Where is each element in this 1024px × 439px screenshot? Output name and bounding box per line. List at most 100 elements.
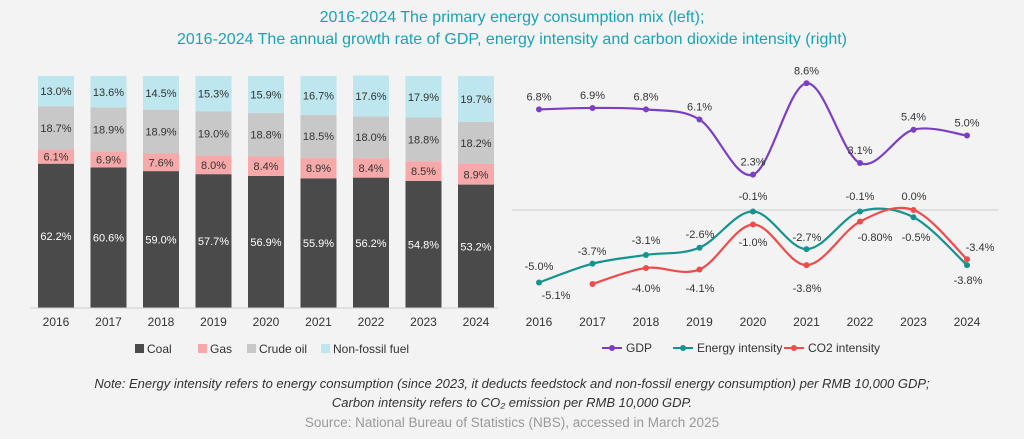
legend-label-nonfossil: Non-fossil fuel	[333, 342, 409, 356]
bar-gas-2024	[458, 163, 494, 185]
label-nonfossil-2016: 13.0%	[40, 86, 71, 98]
bar-oil-2018	[143, 109, 179, 154]
label-gas-2016: 6.1%	[43, 152, 68, 164]
label-oil-2021: 18.5%	[303, 131, 334, 143]
bar-gas-2022	[353, 158, 389, 178]
point-energy-2020	[750, 208, 756, 215]
legend-label-coal: Coal	[147, 342, 172, 356]
point-co2-2017	[589, 280, 596, 287]
line-gdp	[538, 82, 968, 176]
x-tick-right-2020: 2020	[740, 315, 767, 329]
label-coal-2017: 60.6%	[93, 233, 124, 245]
label-nonfossil-2021: 16.7%	[303, 90, 334, 102]
line-co2	[592, 206, 968, 286]
bar-gas-2021	[300, 157, 337, 179]
legend-swatch-nonfossil	[321, 344, 330, 353]
bar-nonfossil-2022	[353, 75, 389, 117]
label-oil-2018: 18.9%	[145, 127, 176, 139]
point-co2-2023	[910, 207, 917, 213]
label-gdp-2018: 6.8%	[633, 91, 658, 103]
label-gas-2023: 8.5%	[411, 166, 436, 178]
x-tick-2018: 2018	[148, 315, 175, 329]
label-coal-2024: 53.2%	[460, 241, 491, 253]
label-energy-2016: -5.0%	[525, 261, 554, 273]
x-tick-right-2017: 2017	[579, 315, 606, 329]
label-nonfossil-2018: 14.5%	[145, 88, 176, 100]
label-coal-2021: 55.9%	[303, 238, 334, 250]
label-gdp-2022: 3.1%	[847, 145, 872, 157]
x-tick-2016: 2016	[43, 315, 70, 329]
x-tick-2023: 2023	[410, 315, 437, 329]
bar-gas-2018	[143, 153, 179, 172]
x-tick-right-2022: 2022	[847, 315, 874, 329]
point-gdp-2024	[964, 132, 970, 139]
chart-title-line2: 2016-2024 The annual growth rate of GDP,…	[176, 31, 848, 48]
label-gdp-2019: 6.1%	[687, 102, 712, 114]
legend-label-gas: Gas	[210, 342, 232, 356]
label-oil-2024: 18.2%	[460, 138, 491, 150]
note-line2: Carbon intensity refers to CO₂ emission …	[331, 395, 693, 410]
label-gas-2017: 6.9%	[96, 154, 121, 166]
bar-oil-2024	[458, 121, 494, 164]
label-energy-2024: -3.8%	[954, 275, 983, 287]
label-co2-2022: -0.80%	[858, 232, 893, 244]
bar-gas-2017	[90, 151, 127, 168]
label-co2-2018: -4.0%	[632, 283, 661, 295]
legend-marker-energy	[680, 345, 686, 351]
bar-gas-2016	[38, 149, 74, 164]
label-gdp-2023: 5.4%	[901, 112, 926, 124]
bar-coal-2020	[248, 175, 284, 308]
point-co2-2024	[964, 256, 970, 263]
label-co2-2021: -3.8%	[793, 283, 822, 295]
x-tick-2017: 2017	[95, 315, 122, 329]
point-energy-2021	[803, 246, 810, 253]
legend-swatch-coal	[135, 344, 144, 353]
label-coal-2022: 56.2%	[355, 238, 386, 250]
x-tick-2021: 2021	[305, 315, 332, 329]
point-gdp-2016	[536, 106, 542, 113]
bar-nonfossil-2016	[38, 76, 74, 107]
bar-nonfossil-2020	[248, 76, 284, 113]
label-oil-2020: 18.8%	[250, 130, 281, 142]
point-energy-2017	[589, 260, 596, 267]
bar-coal-2019	[195, 174, 232, 308]
source-text: Source: National Bureau of Statistics (N…	[304, 415, 720, 430]
label-oil-2022: 18.0%	[355, 132, 386, 144]
label-gas-2019: 8.0%	[201, 160, 226, 172]
point-gdp-2020	[750, 171, 756, 178]
point-gdp-2023	[910, 126, 917, 133]
point-gdp-2019	[696, 116, 703, 123]
bar-nonfossil-2019	[195, 76, 232, 112]
label-coal-2018: 59.0%	[145, 235, 176, 247]
legend-label-energy: Energy intensity	[697, 341, 782, 355]
label-energy-2022: -0.1%	[846, 191, 875, 203]
chart-canvas: 62.2% 6.1% 18.7% 13.0% 2016 60.6% 6.9% 18.9% 13.…	[30, 65, 998, 356]
point-gdp-2021	[803, 80, 810, 87]
label-oil-2017: 18.9%	[93, 124, 124, 136]
label-coal-2020: 56.9%	[250, 237, 281, 249]
bar-oil-2016	[38, 106, 74, 150]
bar-coal-2021	[300, 178, 337, 308]
point-energy-2023	[910, 214, 917, 221]
x-tick-2019: 2019	[200, 315, 227, 329]
bar-oil-2022	[353, 116, 389, 159]
label-energy-2023: -0.5%	[902, 232, 931, 244]
label-gas-2020: 8.4%	[253, 161, 278, 173]
legend-label-co2: CO2 intensity	[808, 341, 880, 355]
label-gdp-2016: 6.8%	[526, 91, 551, 103]
bar-oil-2019	[195, 111, 232, 156]
point-energy-2024	[964, 262, 970, 269]
bar-nonfossil-2024	[458, 76, 494, 122]
legend-swatch-gas	[198, 344, 207, 353]
label-gdp-2017: 6.9%	[580, 90, 605, 102]
label-gas-2021: 8.9%	[306, 163, 331, 175]
label-energy-2021: -2.7%	[793, 232, 822, 244]
label-nonfossil-2020: 15.9%	[250, 89, 281, 101]
legend-marker-co2	[791, 345, 797, 351]
label-energy-2020: -0.1%	[739, 191, 768, 203]
label-coal-2019: 57.7%	[198, 236, 229, 248]
bar-oil-2023	[405, 117, 442, 162]
bar-gas-2019	[195, 155, 232, 175]
point-energy-2019	[696, 244, 703, 251]
label-co2-2024: -3.4%	[966, 242, 995, 254]
